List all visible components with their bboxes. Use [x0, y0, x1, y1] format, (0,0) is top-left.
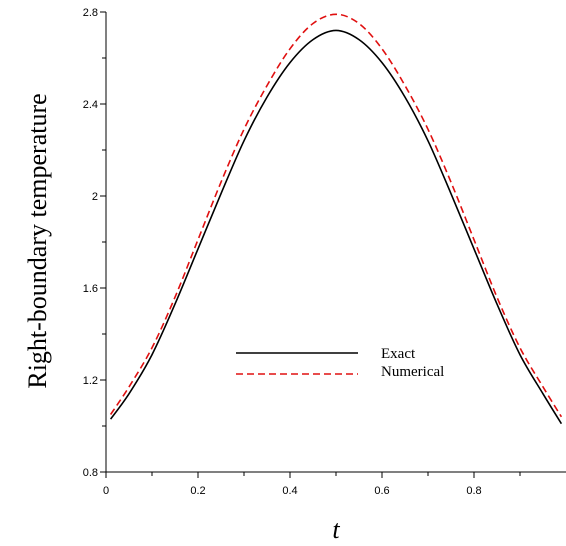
y-ticks: 0.8 1.2 1.6 2 2.4 2.8 [83, 7, 106, 479]
x-tick-label: 0.8 [466, 485, 481, 497]
y-tick-label: 1.2 [83, 375, 98, 387]
y-tick-label: 2.4 [83, 99, 98, 111]
x-axis-title: t [332, 515, 340, 544]
series-line-exact [109, 29, 563, 425]
series-layer [109, 13, 563, 425]
y-tick-label: 0.8 [83, 467, 98, 479]
x-tick-label: 0.6 [374, 485, 389, 497]
plot-area [105, 12, 566, 473]
legend: Exact Numerical [236, 346, 444, 380]
legend-label-exact: Exact [381, 346, 416, 362]
x-tick-label: 0.4 [282, 485, 297, 497]
x-tick-label: 0 [103, 485, 109, 497]
x-tick-label: 0.2 [190, 485, 205, 497]
series-line-numerical [109, 13, 563, 418]
legend-label-numerical: Numerical [381, 364, 444, 380]
y-tick-label: 1.6 [83, 283, 98, 295]
y-tick-label: 2.8 [83, 7, 98, 19]
x-ticks: 0 0.2 0.4 0.6 0.8 [103, 472, 521, 497]
y-tick-label: 2 [92, 191, 98, 203]
y-axis-title: Right-boundary temperature [23, 93, 52, 388]
